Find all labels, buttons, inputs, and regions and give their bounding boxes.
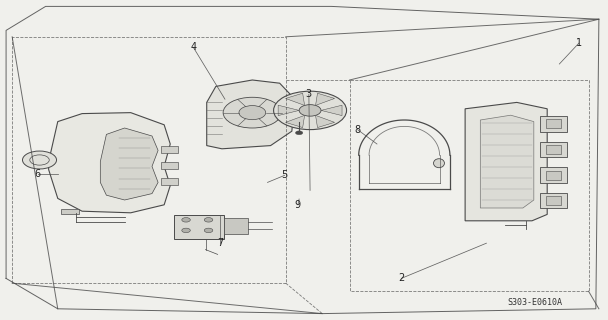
Bar	[546, 196, 561, 205]
Circle shape	[299, 105, 321, 116]
Text: 9: 9	[295, 200, 301, 210]
Ellipse shape	[434, 159, 444, 168]
Text: S303-E0610A: S303-E0610A	[508, 298, 562, 307]
Bar	[540, 193, 567, 208]
Bar	[540, 116, 567, 132]
Bar	[224, 218, 248, 234]
Circle shape	[182, 228, 190, 233]
Polygon shape	[316, 93, 334, 105]
Text: 6: 6	[35, 169, 41, 180]
Bar	[161, 146, 178, 153]
Text: 7: 7	[217, 238, 223, 248]
Polygon shape	[321, 105, 342, 116]
Text: 8: 8	[354, 124, 361, 135]
Circle shape	[22, 151, 57, 169]
Bar	[161, 178, 178, 185]
Bar	[546, 145, 561, 154]
Text: 1: 1	[576, 38, 582, 48]
Circle shape	[239, 106, 266, 120]
Polygon shape	[465, 102, 547, 221]
Polygon shape	[286, 93, 305, 105]
Bar	[546, 119, 561, 128]
Bar	[161, 162, 178, 169]
Polygon shape	[480, 115, 534, 208]
Bar	[540, 167, 567, 183]
Polygon shape	[49, 113, 170, 213]
Bar	[61, 209, 79, 214]
Polygon shape	[207, 80, 295, 149]
Polygon shape	[316, 116, 334, 128]
Text: 2: 2	[398, 273, 404, 284]
Polygon shape	[286, 116, 305, 128]
Circle shape	[204, 218, 213, 222]
Circle shape	[223, 97, 282, 128]
Circle shape	[274, 91, 347, 130]
Circle shape	[182, 218, 190, 222]
Polygon shape	[278, 105, 299, 116]
Polygon shape	[100, 128, 158, 200]
Bar	[540, 142, 567, 157]
Circle shape	[204, 228, 213, 233]
Bar	[174, 215, 224, 239]
Text: 3: 3	[306, 89, 312, 100]
Text: 5: 5	[282, 170, 288, 180]
Bar	[546, 171, 561, 180]
Circle shape	[295, 131, 303, 135]
Text: 4: 4	[190, 42, 196, 52]
